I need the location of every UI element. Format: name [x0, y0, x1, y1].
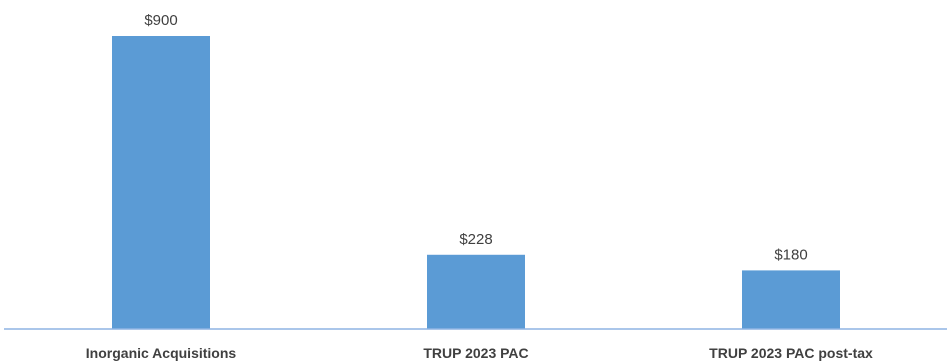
data-label-1: $228	[459, 231, 492, 248]
data-label-2: $180	[774, 246, 807, 263]
x-tick-label-0: Inorganic Acquisitions	[86, 345, 237, 361]
bars-group	[112, 36, 840, 329]
x-tick-label-1: TRUP 2023 PAC	[423, 345, 528, 361]
x-tick-label-2: TRUP 2023 PAC post-tax	[709, 345, 873, 361]
bar-2	[742, 270, 840, 329]
labels-group: $900 Inorganic Acquisitions $228 TRUP 2023 …	[86, 12, 873, 361]
bar-1	[427, 254, 525, 329]
bar-0	[112, 36, 210, 329]
data-label-0: $900	[144, 12, 177, 29]
